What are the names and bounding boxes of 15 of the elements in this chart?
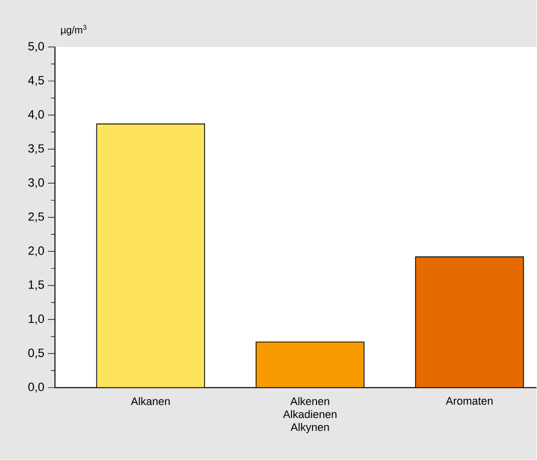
y-tick-label: 2,5 — [28, 212, 44, 222]
y-tick-label: 0,5 — [28, 348, 44, 359]
y-tick-label: 3,5 — [28, 144, 44, 154]
y-axis-title: µg/m$^{3}$ — [61, 25, 86, 36]
y-tick-label: 4,0 — [28, 110, 44, 120]
y-tick-label: 0,0 — [28, 382, 44, 393]
x-tick-label: Alkanen — [130, 397, 170, 406]
y-tick-label: 3,0 — [28, 178, 44, 188]
y-tick-label: 5,0 — [28, 42, 44, 52]
y-tick-label: 4,5 — [28, 76, 44, 86]
y-tick-label: 1,5 — [28, 280, 44, 291]
x-tick-label: Alkenen Alkadienen Alkynen — [283, 397, 336, 434]
x-tick-label: Aromaten — [446, 397, 493, 405]
y-tick-label: 1,0 — [28, 314, 44, 325]
y-tick-label: 2,0 — [28, 246, 44, 256]
